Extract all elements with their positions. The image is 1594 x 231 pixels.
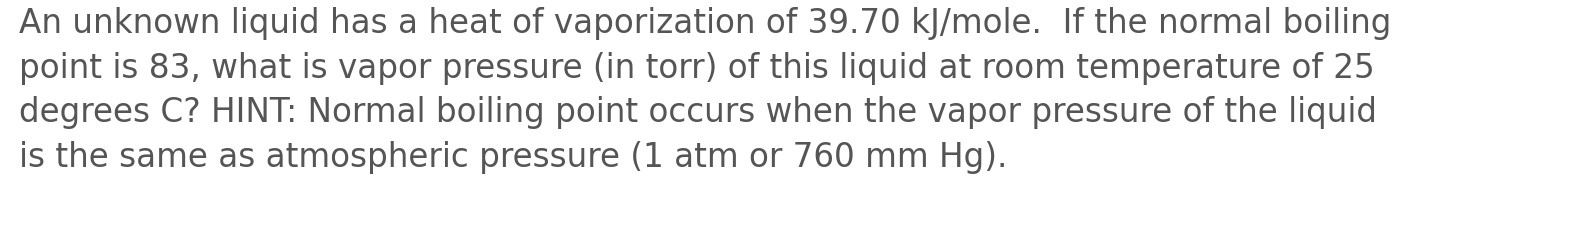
Text: An unknown liquid has a heat of vaporization of 39.70 kJ/mole.  If the normal bo: An unknown liquid has a heat of vaporiza… xyxy=(19,7,1392,173)
